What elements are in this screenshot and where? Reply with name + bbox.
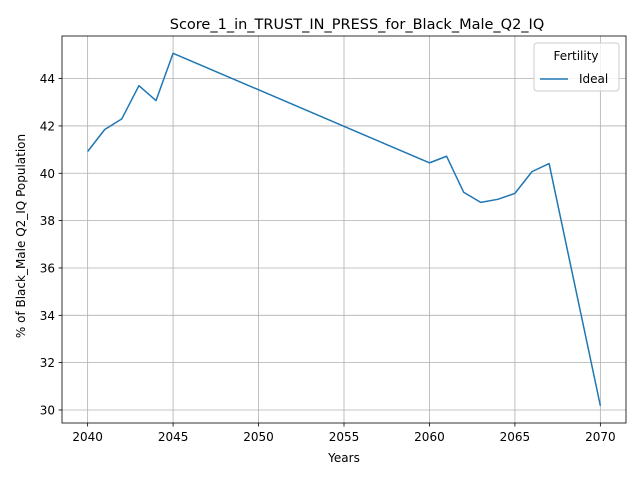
- y-tick-label: 32: [40, 356, 55, 370]
- x-tick-label: 2040: [72, 430, 103, 444]
- y-tick-label: 42: [40, 119, 55, 133]
- x-tick-label: 2055: [329, 430, 360, 444]
- y-tick-label: 40: [40, 167, 55, 181]
- x-axis-ticks: 2040 2045 2050 2055 2060 2065 2070: [72, 423, 616, 444]
- y-axis-ticks: 30 32 34 36 38 40 42 44: [40, 72, 62, 417]
- x-axis-label: Years: [327, 451, 360, 465]
- y-tick-label: 44: [40, 72, 55, 86]
- grid-lines: [62, 36, 626, 423]
- legend: Fertility Ideal: [533, 42, 620, 92]
- x-tick-label: 2060: [414, 430, 445, 444]
- x-tick-label: 2065: [500, 430, 531, 444]
- x-tick-label: 2070: [585, 430, 616, 444]
- y-axis-label: % of Black_Male Q2_IQ Population: [14, 134, 28, 338]
- y-tick-label: 34: [40, 309, 55, 323]
- y-tick-label: 36: [40, 261, 55, 275]
- chart-title: Score_1_in_TRUST_IN_PRESS_for_Black_Male…: [170, 17, 545, 33]
- legend-title: Fertility: [553, 49, 598, 63]
- y-tick-label: 30: [40, 403, 55, 417]
- y-tick-label: 38: [40, 214, 55, 228]
- x-tick-label: 2050: [243, 430, 274, 444]
- series-layer: [87, 52, 602, 406]
- x-tick-label: 2045: [158, 430, 189, 444]
- series-line-ideal: [87, 52, 602, 406]
- legend-label-ideal: Ideal: [579, 72, 608, 86]
